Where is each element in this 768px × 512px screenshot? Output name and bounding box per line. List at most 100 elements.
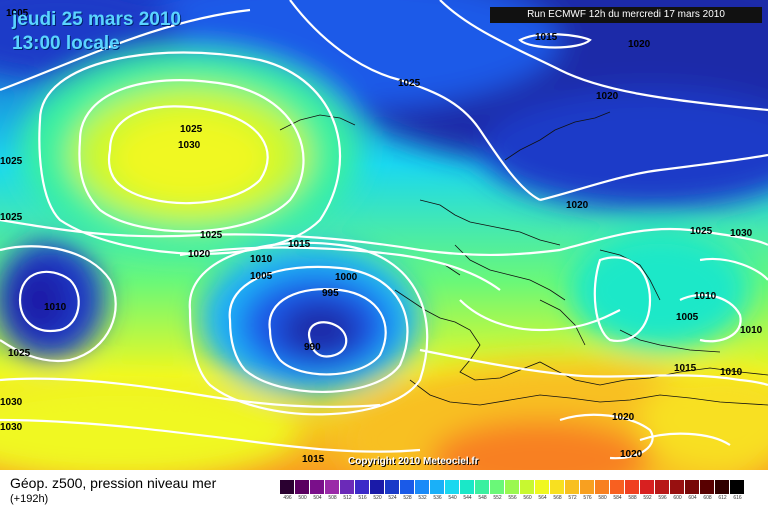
scale-swatch	[730, 480, 745, 494]
isobar-label: 1010	[720, 367, 743, 378]
isobar-label: 1005	[250, 271, 273, 282]
scale-step: 504	[310, 480, 325, 504]
scale-swatch	[385, 480, 400, 494]
scale-label: 512	[343, 495, 352, 501]
scale-label: 568	[553, 495, 562, 501]
scale-step: 608	[700, 480, 715, 504]
isobar-label: 1020	[188, 249, 211, 260]
run-info-box: Run ECMWF 12h du mercredi 17 mars 2010	[490, 7, 762, 23]
scale-label: 540	[448, 495, 457, 501]
isobar-label: 1005	[6, 8, 29, 19]
scale-label: 516	[358, 495, 367, 501]
scale-step: 536	[430, 480, 445, 504]
isobar-label: 1025	[180, 124, 203, 135]
scale-step: 592	[640, 480, 655, 504]
scale-label: 524	[388, 495, 397, 501]
scale-swatch	[415, 480, 430, 494]
scale-step: 544	[460, 480, 475, 504]
isobar-lines	[0, 0, 768, 458]
scale-swatch	[295, 480, 310, 494]
scale-step: 532	[415, 480, 430, 504]
isobar-label: 1010	[44, 302, 67, 313]
scale-label: 580	[598, 495, 607, 501]
scale-label: 616	[733, 495, 742, 501]
forecast-date: jeudi 25 mars 2010	[12, 9, 181, 30]
scale-label: 508	[328, 495, 337, 501]
isobar-label: 990	[304, 342, 321, 353]
scale-label: 496	[283, 495, 292, 501]
scale-label: 532	[418, 495, 427, 501]
isobar-label: 1015	[674, 363, 697, 374]
scale-label: 572	[568, 495, 577, 501]
legend-title: Géop. z500, pression niveau mer	[10, 475, 217, 491]
scale-label: 528	[403, 495, 412, 501]
geopotential-map: 1005 1025 1030 1025 1025 1025 1020 1010 …	[0, 0, 768, 470]
scale-swatch	[325, 480, 340, 494]
scale-swatch	[715, 480, 730, 494]
scale-label: 596	[658, 495, 667, 501]
scale-step: 528	[400, 480, 415, 504]
scale-label: 560	[523, 495, 532, 501]
scale-label: 552	[493, 495, 502, 501]
scale-swatch	[340, 480, 355, 494]
scale-swatch	[475, 480, 490, 494]
scale-swatch	[610, 480, 625, 494]
isobar-label: 1025	[8, 348, 31, 359]
scale-label: 600	[673, 495, 682, 501]
scale-step: 584	[610, 480, 625, 504]
scale-step: 512	[340, 480, 355, 504]
isobar-label: 1015	[288, 239, 311, 250]
scale-step: 520	[370, 480, 385, 504]
isobar-label: 1020	[596, 91, 619, 102]
isobar-label: 1020	[612, 412, 635, 423]
isobar-label: 1030	[178, 140, 201, 151]
scale-swatch	[460, 480, 475, 494]
scale-label: 592	[643, 495, 652, 501]
isobar-label: 1000	[335, 272, 358, 283]
isobar-label: 1010	[740, 325, 763, 336]
scale-step: 564	[535, 480, 550, 504]
forecast-time: 13:00 locale	[12, 33, 120, 54]
scale-step: 612	[715, 480, 730, 504]
scale-label: 588	[628, 495, 637, 501]
scale-step: 572	[565, 480, 580, 504]
scale-swatch	[700, 480, 715, 494]
isobar-label: 1020	[566, 200, 589, 211]
scale-step: 580	[595, 480, 610, 504]
scale-step: 540	[445, 480, 460, 504]
scale-step: 552	[490, 480, 505, 504]
scale-step: 600	[670, 480, 685, 504]
scale-label: 556	[508, 495, 517, 501]
isobar-label: 1030	[730, 228, 753, 239]
scale-swatch	[430, 480, 445, 494]
isobar-label: 1030	[0, 397, 23, 408]
scale-swatch	[565, 480, 580, 494]
scale-label: 576	[583, 495, 592, 501]
isobar-label: 1025	[690, 226, 713, 237]
scale-swatch	[520, 480, 535, 494]
scale-swatch	[595, 480, 610, 494]
isobar-label: 1025	[0, 212, 23, 223]
scale-step: 548	[475, 480, 490, 504]
scale-step: 588	[625, 480, 640, 504]
scale-swatch	[280, 480, 295, 494]
scale-swatch	[535, 480, 550, 494]
isobar-label: 1015	[302, 454, 325, 465]
scale-swatch	[685, 480, 700, 494]
scale-swatch	[310, 480, 325, 494]
isobar-label: 1015	[535, 32, 558, 43]
scale-label: 520	[373, 495, 382, 501]
scale-label: 564	[538, 495, 547, 501]
scale-step: 568	[550, 480, 565, 504]
scale-label: 548	[478, 495, 487, 501]
scale-swatch	[490, 480, 505, 494]
scale-label: 544	[463, 495, 472, 501]
scale-step: 500	[295, 480, 310, 504]
scale-swatch	[370, 480, 385, 494]
scale-step: 508	[325, 480, 340, 504]
scale-swatch	[445, 480, 460, 494]
scale-swatch	[505, 480, 520, 494]
scale-swatch	[355, 480, 370, 494]
scale-label: 504	[313, 495, 322, 501]
